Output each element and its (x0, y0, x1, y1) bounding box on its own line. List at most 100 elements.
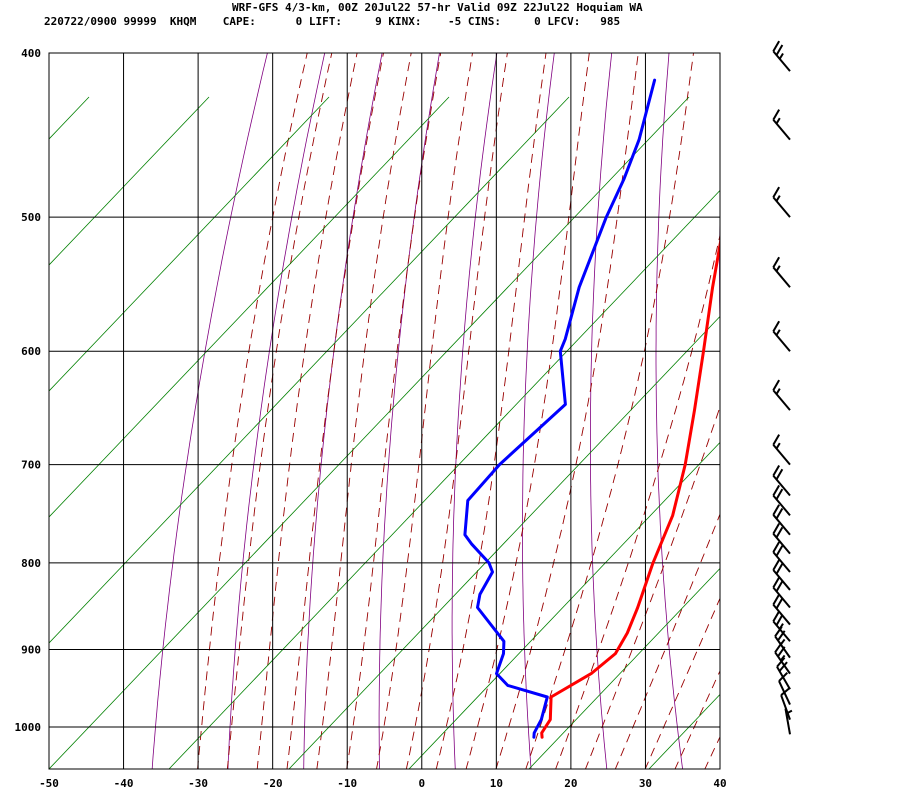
temperature-tick-label: -10 (337, 777, 357, 790)
wind-barb-shaft (772, 389, 791, 411)
moist-adiabat (405, 53, 508, 769)
temperature-tick-label: -40 (114, 777, 134, 790)
mixing-ratio-line (49, 96, 690, 769)
wind-barb-flag (775, 597, 784, 609)
wind-barb-flag (772, 434, 781, 446)
wind-barb-shaft (772, 330, 791, 352)
dry-adiabat (151, 53, 268, 769)
dry-adiabat (303, 53, 383, 769)
wind-barb-shaft (772, 444, 791, 466)
stats-line: 220722/0900 99999 KHQM CAPE: 0 LIFT: 9 K… (44, 15, 621, 28)
temperature-tick-label: -20 (263, 777, 283, 790)
dewpoint-trace (463, 78, 657, 739)
dry-adiabat (841, 34, 900, 770)
wind-barb-flag (772, 610, 781, 622)
mixing-ratio-line (528, 567, 720, 769)
wind-barb (772, 559, 791, 591)
mixing-ratio-line (49, 96, 450, 518)
moist-adiabat (376, 53, 473, 769)
mixing-ratio-line (49, 96, 570, 644)
dry-adiabat (227, 53, 326, 769)
mixing-ratio-line (49, 96, 210, 266)
wind-barb-shaft (772, 586, 791, 609)
chart-title: WRF-GFS 4/3-km, 00Z 20Jul22 57-hr Valid … (232, 1, 643, 14)
mixing-ratio-line (769, 97, 900, 769)
pressure-tick-label: 700 (21, 459, 41, 472)
temperature-tick-label: -50 (39, 777, 59, 790)
pressure-tick-label: 900 (21, 643, 41, 656)
wind-barb-flag (772, 464, 781, 477)
wind-barb-flag (772, 109, 781, 121)
wind-barbs (772, 40, 793, 735)
temperature-trace (540, 236, 720, 739)
dry-adiabat (781, 34, 834, 770)
wind-barb-flag (772, 320, 781, 332)
moist-adiabat (584, 405, 720, 769)
mixing-ratio-line (49, 96, 330, 392)
moist-adiabat (465, 53, 590, 769)
temperature-tick-label: 0 (418, 777, 425, 790)
chart-header: WRF-GFS 4/3-km, 00Z 20Jul22 57-hr Valid … (0, 0, 900, 32)
wind-barb (772, 610, 791, 642)
wind-barb-shaft (772, 266, 791, 288)
wind-barb-shaft (772, 604, 791, 626)
wind-barb-flag (775, 468, 784, 480)
pressure-tick-label: 600 (21, 345, 41, 358)
wind-barb-flag (775, 488, 784, 500)
wind-barb-shaft (772, 119, 791, 141)
plot-frame (48, 52, 721, 770)
wind-barb-half-flag (775, 117, 781, 125)
wind-barb (772, 464, 791, 497)
wind-barb (772, 434, 791, 466)
wind-barb (772, 109, 791, 141)
wind-barb (772, 541, 791, 573)
wind-barb-flag (772, 576, 781, 589)
mixing-ratio-line (49, 96, 90, 140)
dry-adiabat (378, 53, 440, 769)
dry-adiabat (655, 53, 683, 769)
wind-barb-flag (780, 686, 791, 696)
temperature-tick-label: -30 (188, 777, 208, 790)
wind-barb-shaft (772, 514, 791, 536)
moist-adiabat (644, 597, 720, 769)
mixing-ratio-line (288, 315, 720, 769)
background-lines (49, 34, 900, 770)
wind-barb (772, 186, 791, 218)
wind-barb-flag (775, 508, 784, 520)
dry-adiabat (522, 53, 555, 769)
moist-adiabat (495, 53, 639, 769)
wind-barb-half-flag (775, 195, 781, 202)
wind-barb-shaft (778, 680, 791, 706)
wind-barb-flag (772, 186, 781, 198)
pressure-tick-label: 1000 (15, 721, 42, 734)
wind-barb-flag (775, 563, 784, 575)
moist-adiabat (316, 53, 412, 769)
wind-barb-half-flag (780, 638, 786, 646)
wind-barb (776, 657, 791, 690)
wind-barb-half-flag (775, 442, 781, 450)
wind-barb-half-flag (775, 329, 781, 336)
wind-barb-flag (775, 44, 784, 56)
wind-barb-shaft (780, 694, 791, 720)
temperature-tick-label: 20 (564, 777, 577, 790)
wind-barb-flag (772, 379, 781, 391)
wind-barb (772, 594, 791, 626)
wind-barb-flag (772, 256, 781, 268)
moist-adiabat (256, 53, 358, 769)
moist-adiabat (674, 669, 720, 769)
wind-barb-flag (775, 526, 784, 539)
axis-labels: 400 500 600 700 800 900 1000 -50 -40 -30 -20 -10 0 10… (15, 47, 727, 790)
dry-adiabat (590, 53, 613, 769)
wind-barb-flag (772, 541, 781, 553)
wind-barb (772, 484, 791, 517)
mixing-ratio-line (168, 189, 720, 769)
mixing-ratio-line (408, 441, 720, 769)
temperature-tick-label: 10 (490, 777, 503, 790)
wind-barb-flag (775, 580, 784, 592)
moist-adiabat (226, 53, 333, 769)
moist-adiabat (286, 53, 384, 769)
wind-barb (780, 686, 791, 720)
wind-barb-shaft (772, 533, 791, 555)
wind-barb-flag (776, 657, 786, 668)
